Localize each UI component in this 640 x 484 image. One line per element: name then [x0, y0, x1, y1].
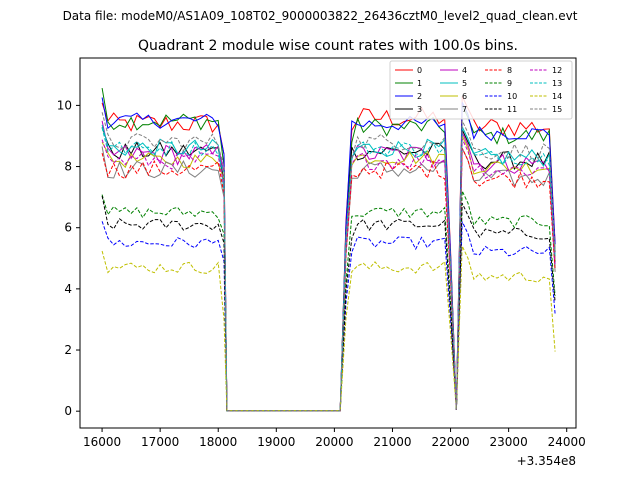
series-line-14 [101, 245, 556, 412]
legend-label-9: 9 [507, 79, 512, 88]
legend-box [389, 60, 573, 120]
y-tick-label: 0 [64, 404, 72, 418]
legend-label-11: 11 [507, 105, 517, 114]
legend-label-14: 14 [552, 92, 562, 101]
x-tick-label: 19000 [257, 435, 295, 449]
chart-title: Quadrant 2 module wise count rates with … [138, 38, 518, 54]
legend-label-0: 0 [417, 66, 422, 75]
legend-label-4: 4 [462, 66, 467, 75]
y-tick-label: 8 [64, 160, 72, 174]
legend-label-10: 10 [507, 92, 517, 101]
legend-label-6: 6 [462, 92, 467, 101]
series-line-12 [101, 138, 556, 412]
x-tick-label: 22000 [431, 435, 469, 449]
legend-label-12: 12 [552, 66, 562, 75]
series-line-3 [101, 127, 556, 412]
y-axis: 0 2 4 6 8 10 [57, 98, 80, 418]
y-tick-label: 2 [64, 343, 72, 357]
legend-label-13: 13 [552, 79, 562, 88]
legend-label-2: 2 [417, 92, 422, 101]
series-line-15 [101, 112, 556, 412]
legend-label-3: 3 [417, 105, 422, 114]
plot-area [101, 88, 556, 412]
legend-label-5: 5 [462, 79, 467, 88]
x-tick-label: 23000 [490, 435, 528, 449]
data-file-label: Data file: modeM0/AS1A09_108T02_90000038… [63, 9, 578, 23]
series-line-0 [101, 95, 556, 412]
x-tick-label: 21000 [373, 435, 411, 449]
x-tick-label: 16000 [83, 435, 121, 449]
y-tick-label: 10 [57, 98, 72, 112]
x-tick-label: 17000 [141, 435, 179, 449]
legend-label-15: 15 [552, 105, 562, 114]
x-axis: 16000 17000 18000 19000 20000 21000 22000 23000… [83, 428, 586, 449]
series-line-9 [101, 190, 556, 412]
legend-label-7: 7 [462, 105, 467, 114]
axes-frame [79, 57, 577, 429]
y-tick-label: 4 [64, 282, 72, 296]
y-tick-label: 6 [64, 221, 72, 235]
legend-label-1: 1 [417, 79, 422, 88]
x-offset-label: +3.354e8 [517, 454, 576, 468]
series-line-11 [101, 195, 556, 412]
legend-label-8: 8 [507, 66, 512, 75]
x-tick-label: 18000 [199, 435, 237, 449]
series-line-10 [101, 221, 556, 412]
x-tick-label: 24000 [548, 435, 586, 449]
x-tick-label: 20000 [315, 435, 353, 449]
series-line-2 [101, 97, 556, 412]
